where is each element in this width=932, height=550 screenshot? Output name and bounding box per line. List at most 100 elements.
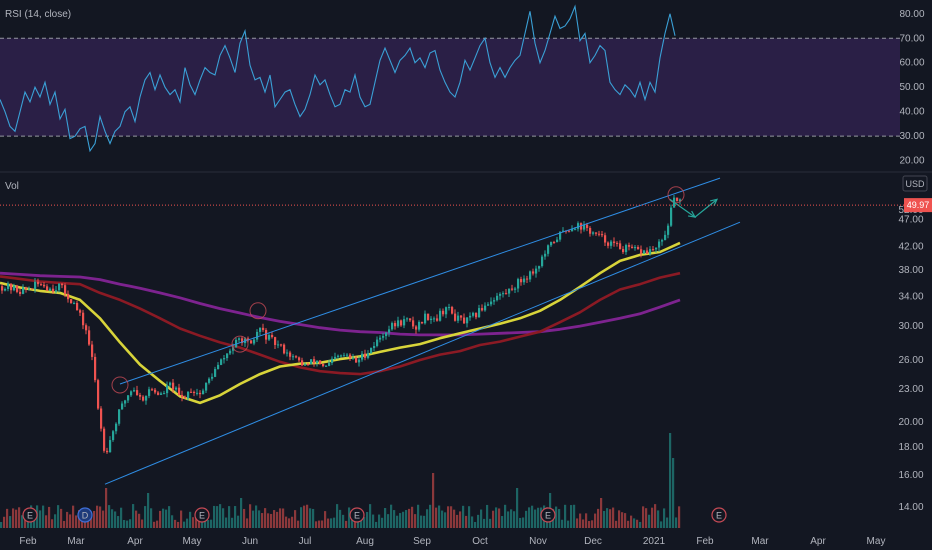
volume-bar bbox=[570, 505, 573, 528]
volume-bar bbox=[666, 517, 669, 528]
event-marker[interactable]: E bbox=[22, 507, 38, 523]
volume-bar bbox=[117, 516, 120, 528]
volume-bar bbox=[450, 506, 453, 528]
volume-bar bbox=[360, 518, 363, 528]
volume-bar bbox=[303, 505, 306, 528]
volume-bar bbox=[165, 509, 168, 528]
volume-bar bbox=[276, 511, 279, 528]
volume-bar bbox=[561, 519, 564, 528]
candle-body bbox=[505, 293, 508, 295]
volume-bar bbox=[573, 504, 576, 528]
volume-bar bbox=[672, 458, 675, 528]
volume-bar bbox=[162, 508, 165, 528]
candle-body bbox=[61, 283, 64, 286]
time-tick-label: May bbox=[183, 536, 202, 547]
candle-body bbox=[34, 281, 37, 290]
ma-red-line bbox=[0, 271, 681, 376]
candle-body bbox=[604, 235, 607, 243]
event-marker-circle bbox=[349, 507, 365, 523]
volume-bar bbox=[483, 518, 486, 528]
candle-body bbox=[391, 323, 394, 330]
volume-bar bbox=[312, 508, 315, 528]
volume-bar bbox=[282, 508, 285, 528]
candle-body bbox=[274, 337, 277, 345]
candle-body bbox=[115, 423, 118, 432]
candle-body bbox=[133, 390, 136, 392]
event-marker[interactable]: E bbox=[711, 507, 727, 523]
candle-body bbox=[253, 339, 256, 344]
volume-bar bbox=[582, 519, 585, 528]
candle-body bbox=[466, 317, 469, 324]
volume-bar bbox=[90, 516, 93, 528]
volume-bar bbox=[441, 510, 444, 528]
candle-body bbox=[523, 278, 526, 283]
channel-lower-line[interactable] bbox=[104, 221, 741, 485]
volume-bar bbox=[471, 516, 474, 528]
volume-bar bbox=[576, 518, 579, 528]
event-marker[interactable]: E bbox=[194, 507, 210, 523]
volume-bar bbox=[633, 518, 636, 528]
volume-bar bbox=[435, 507, 438, 528]
candle-body bbox=[121, 403, 124, 410]
candle-body bbox=[448, 307, 451, 309]
candle-body bbox=[643, 250, 646, 254]
candle-body bbox=[16, 285, 19, 292]
event-marker[interactable]: D bbox=[77, 507, 93, 523]
candle-body bbox=[364, 353, 367, 358]
volume-bar bbox=[537, 507, 540, 528]
volume-bar bbox=[639, 521, 642, 528]
candle-body bbox=[430, 318, 433, 320]
candle-body bbox=[163, 393, 166, 395]
candle-body bbox=[586, 224, 589, 228]
price-pane[interactable]: 47.00 42.00 38.00 34.00 30.00 26.00 23.00 20.00… bbox=[0, 175, 932, 547]
rsi-pane[interactable]: 80.00 70.00 60.00 50.00 40.00 30.00 20.00 RSI … bbox=[0, 4, 925, 167]
candle-body bbox=[1, 286, 4, 291]
trend-channel[interactable] bbox=[104, 177, 741, 485]
candle-body bbox=[520, 279, 523, 283]
currency-badge[interactable]: USD bbox=[902, 175, 928, 192]
event-marker[interactable]: E bbox=[540, 507, 556, 523]
volume-bar bbox=[498, 508, 501, 528]
candle-body bbox=[22, 287, 25, 294]
volume-bar bbox=[240, 498, 243, 528]
channel-upper-line[interactable] bbox=[119, 177, 721, 385]
volume-bar bbox=[258, 510, 261, 528]
volume-bar bbox=[519, 517, 522, 528]
candle-body bbox=[211, 376, 214, 379]
candle-body bbox=[328, 362, 331, 366]
candle-body bbox=[337, 355, 340, 357]
candle-body bbox=[457, 315, 460, 321]
volume-bar bbox=[21, 515, 24, 528]
volume-bar bbox=[357, 518, 360, 528]
volume-bar bbox=[426, 509, 429, 528]
volume-bar bbox=[135, 510, 138, 528]
candle-body bbox=[412, 320, 415, 327]
volume-bar bbox=[75, 515, 78, 528]
candle-body bbox=[172, 382, 175, 390]
price-tick-label: 47.00 bbox=[898, 215, 923, 226]
candle-body bbox=[397, 320, 400, 327]
candle-body bbox=[283, 344, 286, 354]
candle-body bbox=[271, 335, 274, 338]
volume-bar bbox=[585, 513, 588, 528]
candle-body bbox=[325, 365, 328, 367]
candle-body bbox=[577, 223, 580, 229]
volume-bar bbox=[189, 511, 192, 528]
volume-bar bbox=[594, 513, 597, 528]
volume-bar bbox=[195, 518, 198, 528]
candle-body bbox=[421, 321, 424, 324]
candle-body bbox=[661, 240, 664, 242]
volume-bar bbox=[621, 512, 624, 528]
candle-body bbox=[592, 232, 595, 234]
candle-body bbox=[319, 360, 322, 364]
volume-bar bbox=[306, 504, 309, 528]
rsi-axis: 80.00 70.00 60.00 50.00 40.00 30.00 20.00 bbox=[899, 9, 924, 167]
event-marker[interactable]: E bbox=[349, 507, 365, 523]
volume-bar bbox=[402, 511, 405, 528]
volume-bar bbox=[132, 504, 135, 528]
volume-bar bbox=[102, 510, 105, 528]
volume-bar bbox=[315, 521, 318, 528]
candle-body bbox=[640, 249, 643, 254]
